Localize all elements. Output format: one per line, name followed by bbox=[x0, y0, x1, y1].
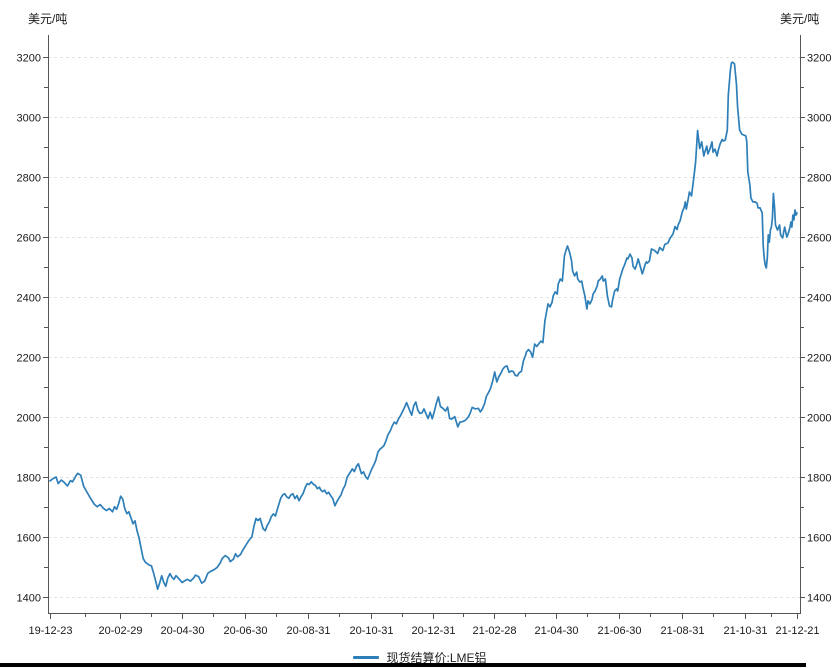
y-tick-label-left: 1800 bbox=[17, 473, 41, 485]
x-tick-label: 20-04-30 bbox=[160, 625, 204, 637]
x-tick-label: 21-04-30 bbox=[534, 625, 578, 637]
x-tick-label: 21-06-30 bbox=[597, 625, 641, 637]
y-tick-label-right: 1800 bbox=[807, 473, 831, 485]
x-tick-label: 20-12-31 bbox=[411, 625, 455, 637]
x-tick-label: 21-12-21 bbox=[775, 625, 819, 637]
y-tick-label-right: 3200 bbox=[807, 53, 831, 65]
y-axis-unit-label-left: 美元/吨 bbox=[28, 12, 68, 26]
y-tick-label-right: 2000 bbox=[807, 413, 831, 425]
y-tick-label-right: 2600 bbox=[807, 233, 831, 245]
x-tick-label: 20-06-30 bbox=[223, 625, 267, 637]
y-tick-label-left: 2000 bbox=[17, 413, 41, 425]
chart-legend: 现货结算价:LME铝 bbox=[0, 649, 840, 666]
gridlines bbox=[48, 57, 800, 598]
y-axis-unit-label-right: 美元/吨 bbox=[780, 12, 820, 26]
legend-line-swatch bbox=[353, 656, 380, 659]
y-tick-label-left: 3000 bbox=[17, 113, 41, 125]
y-tick-label-left: 2800 bbox=[17, 173, 41, 185]
y-tick-label-right: 2200 bbox=[807, 353, 831, 365]
y-tick-label-left: 1400 bbox=[17, 593, 41, 605]
y-tick-label-left: 2600 bbox=[17, 233, 41, 245]
y-tick-label-right: 1400 bbox=[807, 593, 831, 605]
window-bottom-edge-bar bbox=[0, 663, 806, 667]
x-tick-label: 21-10-31 bbox=[723, 625, 767, 637]
legend-series-label: 现货结算价:LME铝 bbox=[386, 651, 487, 665]
axes bbox=[48, 35, 801, 614]
price-series-line bbox=[49, 61, 798, 591]
x-tick-label: 20-02-29 bbox=[98, 625, 142, 637]
y-tick-label-left: 2200 bbox=[17, 353, 41, 365]
x-tick-label: 21-08-31 bbox=[660, 625, 704, 637]
x-tick-label: 20-08-31 bbox=[286, 625, 330, 637]
x-tick-label: 19-12-23 bbox=[28, 625, 72, 637]
y-tick-label-right: 3000 bbox=[807, 113, 831, 125]
y-tick-label-right: 1600 bbox=[807, 533, 831, 545]
x-tick-label: 21-02-28 bbox=[472, 625, 516, 637]
y-tick-label-right: 2400 bbox=[807, 293, 831, 305]
y-tick-label-left: 3200 bbox=[17, 53, 41, 65]
y-tick-label-left: 2400 bbox=[17, 293, 41, 305]
x-tick-label: 20-10-31 bbox=[349, 625, 393, 637]
y-axis-ticks-and-labels: 1400 1400 1600 1600 1800 1800 2000 2000 2200 2200… bbox=[17, 53, 832, 605]
x-axis-ticks-and-labels: 19-12-23 20-02-29 20-04-30 20-06-30 20-08-31… bbox=[28, 613, 820, 637]
y-tick-label-right: 2800 bbox=[807, 173, 831, 185]
y-tick-label-left: 1600 bbox=[17, 533, 41, 545]
